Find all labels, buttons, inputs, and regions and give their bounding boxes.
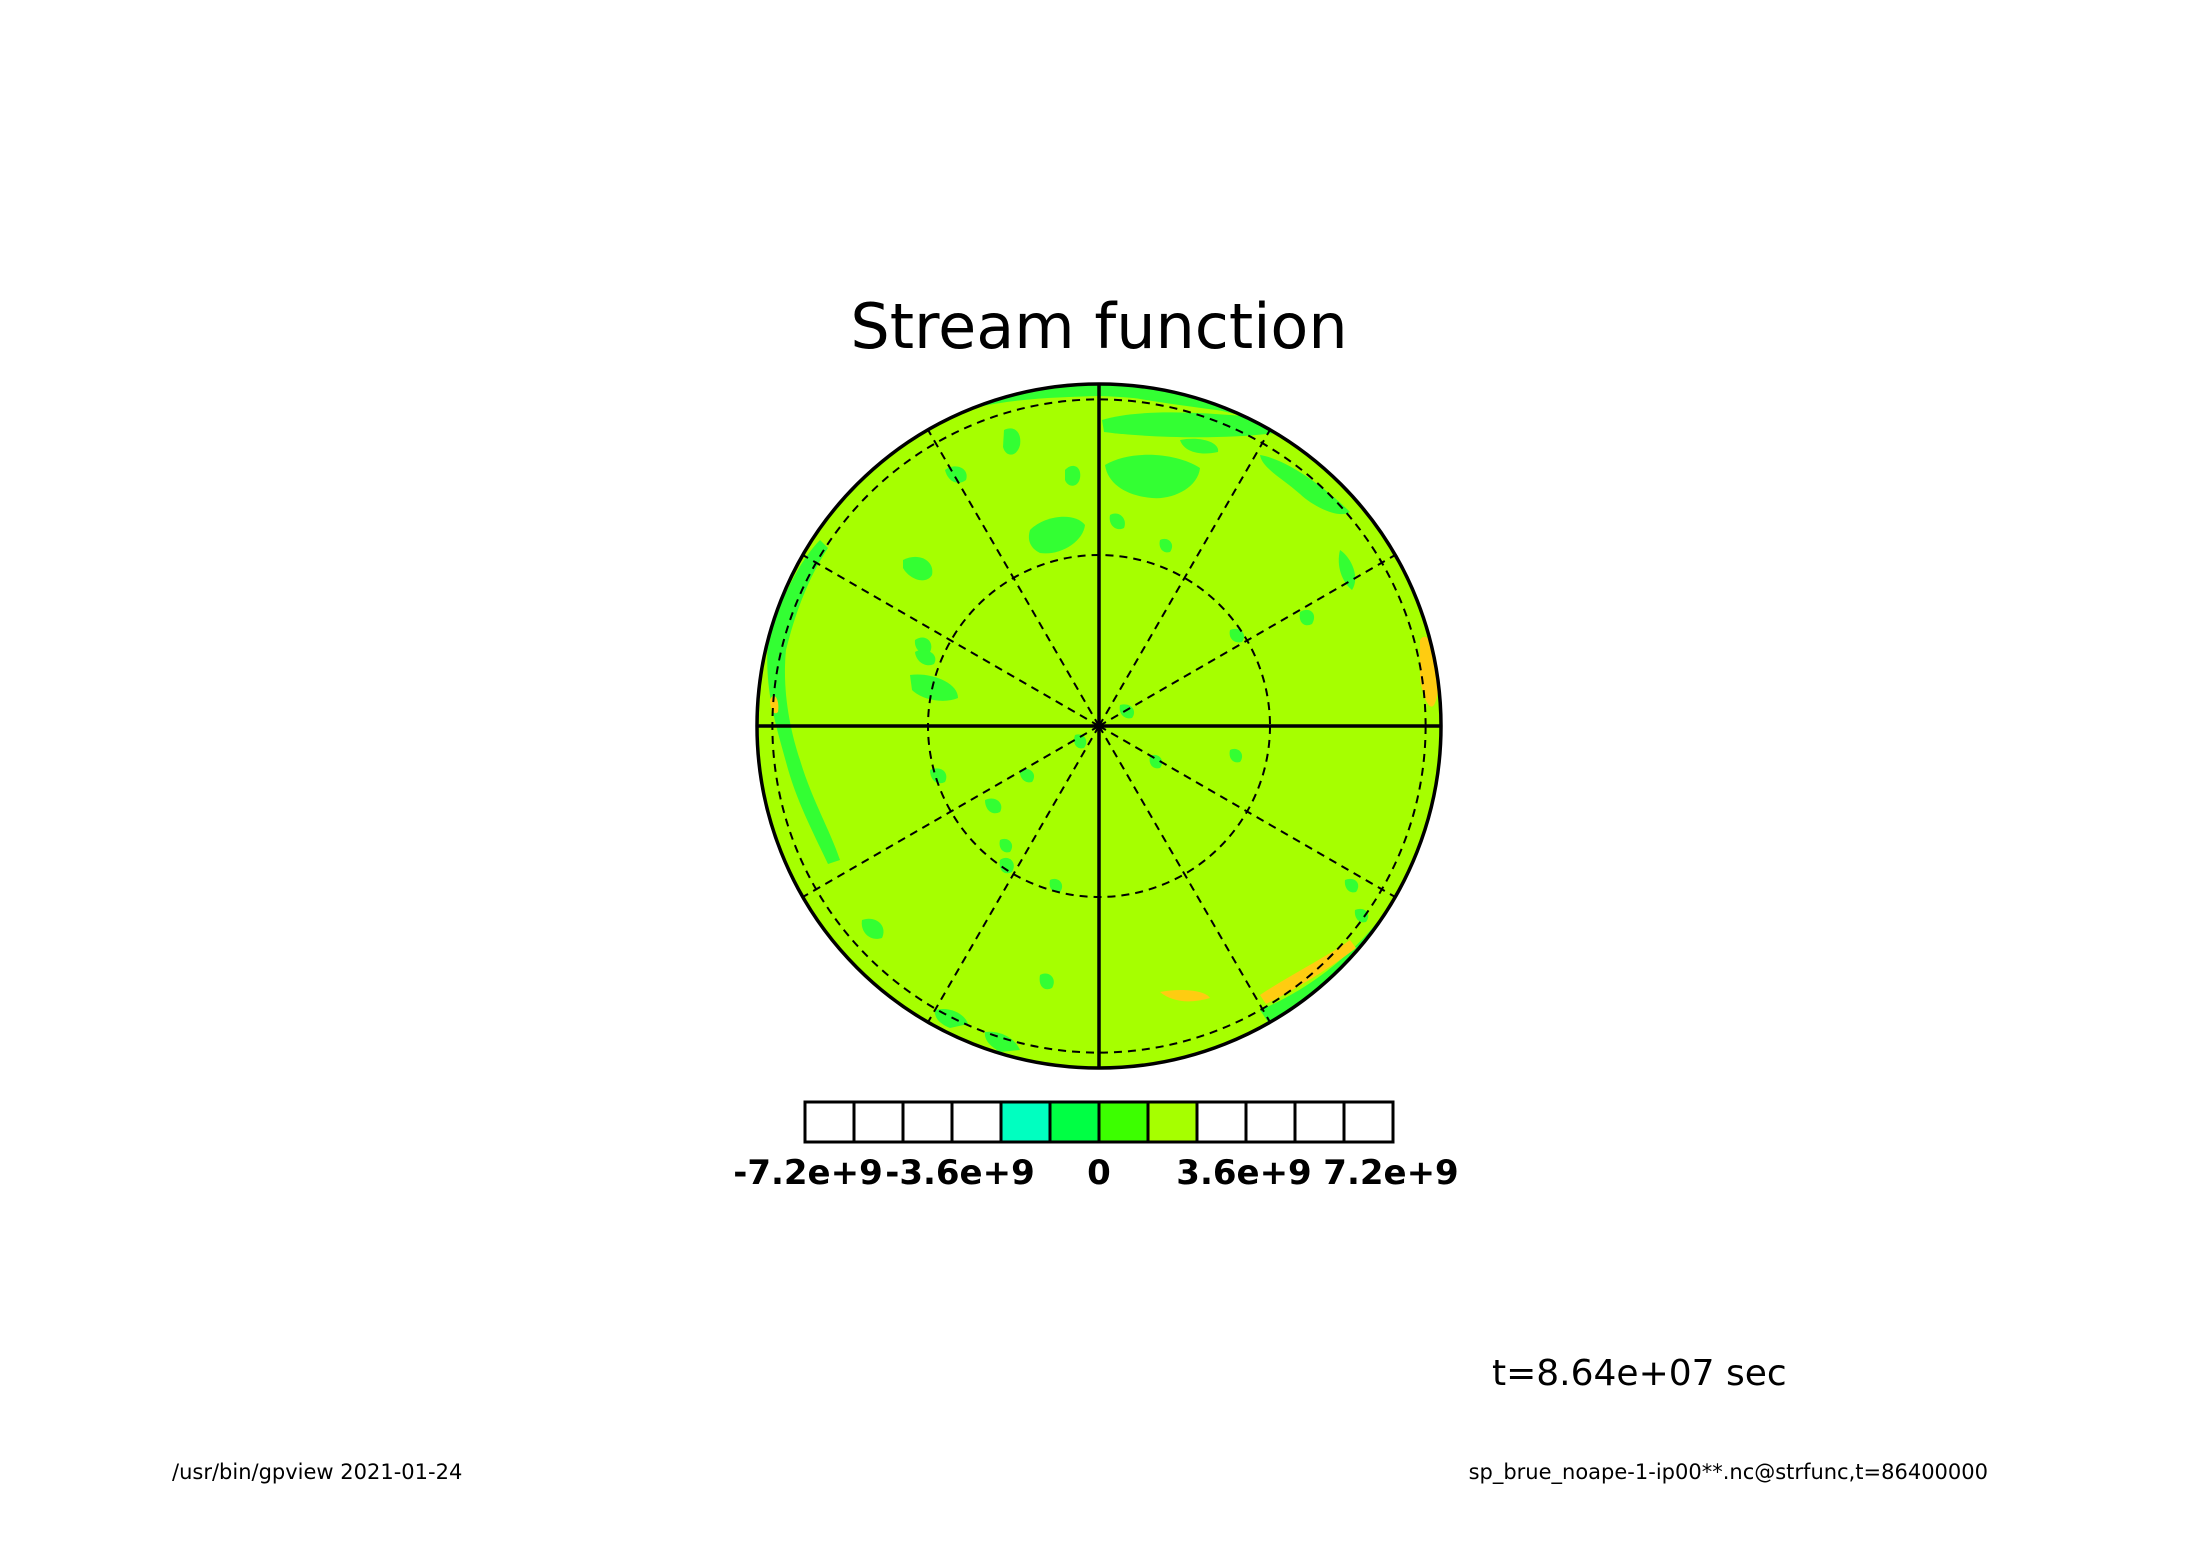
- colorbar-tick-label-4: 3.6e+9: [1176, 1153, 1311, 1193]
- colorbar-cell-6: [1048, 1100, 1101, 1144]
- meridian-line-8: [802, 725, 1100, 898]
- meridian-line-2: [1098, 554, 1396, 727]
- meridian-line-5: [1098, 725, 1271, 1023]
- colorbar-cell-2: [852, 1100, 905, 1144]
- meridian-line-11: [927, 429, 1100, 727]
- colorbar-cell-3: [901, 1100, 954, 1144]
- polar-map: [755, 382, 1443, 1070]
- colorbar-tick-label-2: -3.6e+9: [885, 1153, 1035, 1193]
- colorbar-cell-9: [1195, 1100, 1248, 1144]
- colorbar-cell-12: [1342, 1100, 1395, 1144]
- footer-file-info: sp_brue_noape-1-ip00**.nc@strfunc,t=8640…: [1469, 1460, 1988, 1485]
- colorbar-tick-label-5: 7.2e+9: [1323, 1153, 1458, 1193]
- footer-path-date: /usr/bin/gpview 2021-01-24: [172, 1460, 462, 1484]
- map-outline: [755, 382, 1443, 1070]
- colorbar-tick-label-3: 0: [1087, 1153, 1111, 1193]
- colorbar-cell-8: [1146, 1100, 1199, 1144]
- colorbar-cell-1: [803, 1100, 856, 1144]
- rim-green-left: [767, 540, 840, 864]
- colorbar-cell-10: [1244, 1100, 1297, 1144]
- plot-title: Stream function: [850, 290, 1347, 363]
- meridian-line-7: [927, 725, 1100, 1023]
- graticule: [757, 384, 1441, 1068]
- meridian-line-10: [802, 554, 1100, 727]
- meridian-line-4: [1098, 725, 1396, 898]
- colorbar-cell-11: [1293, 1100, 1346, 1144]
- colorbar: -7.2e+9 -3.6e+9 0 3.6e+9 7.2e+9: [733, 1100, 1459, 1193]
- colorbar-cell-7: [1097, 1100, 1150, 1144]
- colorbar-tick-label-1: -7.2e+9: [733, 1153, 883, 1193]
- time-label: t=8.64e+07 sec: [1492, 1353, 1787, 1394]
- colorbar-cell-4: [950, 1100, 1003, 1144]
- meridian-line-1: [1098, 429, 1271, 727]
- colorbar-cell-5: [999, 1100, 1052, 1144]
